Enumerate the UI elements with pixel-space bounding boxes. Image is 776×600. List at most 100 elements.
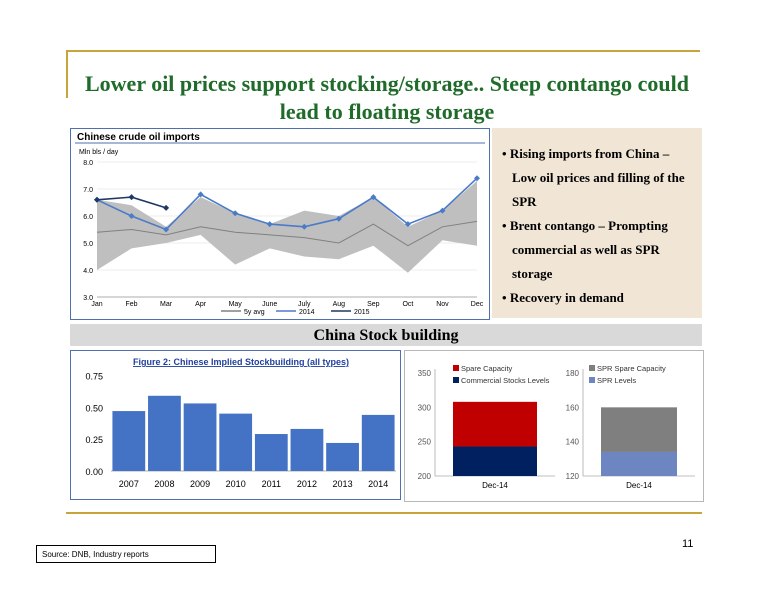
x-tick-label: Sep: [367, 301, 380, 308]
y-tick-label: 250: [418, 438, 432, 447]
section-label: China Stock building: [70, 324, 702, 346]
x-tick-label: Nov: [436, 301, 449, 308]
y-tick-label: 120: [566, 472, 580, 481]
y-tick-label: 160: [566, 403, 580, 412]
legend-label: SPR Levels: [597, 376, 636, 385]
y-tick-label: 0.50: [85, 403, 103, 413]
x-tick-label: 2010: [226, 479, 246, 489]
slide-title: Lower oil prices support stocking/storag…: [85, 71, 689, 124]
y-tick-label: 0.25: [85, 435, 103, 445]
x-tick-label: Mar: [160, 301, 173, 308]
crude-imports-chart: Chinese crude oil imports Mln bls / day …: [70, 128, 490, 320]
y-tick-label: 300: [418, 403, 432, 412]
stockbuilding-svg: Figure 2: Chinese Implied Stockbuilding …: [85, 357, 396, 489]
legend-label: 5y avg: [244, 309, 265, 316]
bar: [254, 434, 288, 471]
stacked-bar-segment: [453, 446, 537, 476]
x-tick-label: Dec-14: [626, 481, 652, 490]
y-tick-label: 0.75: [85, 371, 103, 381]
data-point-2015: [128, 194, 135, 201]
bottom-rule: [66, 512, 702, 514]
y-tick-label: 140: [566, 438, 580, 447]
bullet-item: • Rising imports from China – Low oil pr…: [502, 146, 685, 209]
legend-label: Spare Capacity: [461, 364, 513, 373]
x-tick-label: May: [229, 301, 243, 308]
stacked-bar-segment: [601, 451, 677, 476]
x-tick-label: 2008: [154, 479, 174, 489]
range-band: [97, 180, 477, 273]
legend-label: Commercial Stocks Levels: [461, 376, 550, 385]
legend: 5y avg 2014 2015: [221, 309, 370, 316]
y-tick-label: 3.0: [83, 295, 93, 302]
data-point-2014: [474, 175, 480, 182]
chart-title: Figure 2: Chinese Implied Stockbuilding …: [133, 357, 349, 367]
y-tick-label: 5.0: [83, 241, 93, 248]
data-point-2014: [266, 221, 273, 228]
series-line-5y-avg: [96, 220, 478, 247]
data-point-2014: [404, 221, 411, 228]
y-ticks: 3.0 4.0 5.0 6.0 7.0 8.0: [83, 160, 93, 302]
x-ticks: 2007 2008 2009 2010 2011 2012 2013 2014: [119, 479, 388, 489]
y-tick-label: 6.0: [83, 214, 93, 221]
x-tick-label: 2011: [262, 479, 281, 489]
x-tick-label: Dec: [471, 301, 484, 308]
stockbuilding-chart: Figure 2: Chinese Implied Stockbuilding …: [70, 350, 401, 500]
page-number: 11: [682, 538, 694, 550]
x-tick-label: Aug: [333, 301, 346, 308]
bullet-panel: • Rising imports from China – Low oil pr…: [492, 128, 702, 318]
chart-title: Chinese crude oil imports: [77, 132, 200, 143]
legend-swatch: [589, 377, 595, 383]
legend-swatch: [453, 377, 459, 383]
data-point-2014: [439, 207, 446, 214]
legend-label: SPR Spare Capacity: [597, 364, 666, 373]
legend-label: 2014: [299, 309, 315, 316]
legend-swatch: [589, 365, 595, 371]
y-tick-label: 180: [566, 369, 580, 378]
y-tick-label: 4.0: [83, 268, 93, 275]
bar: [148, 395, 181, 471]
x-tick-label: July: [298, 301, 311, 308]
y-tick-label: 8.0: [83, 160, 93, 167]
bar: [326, 442, 359, 471]
spr-stocks-chart: 120 140 160 180 Dec-14 SPR Spare Capacity SPR …: [566, 364, 695, 490]
bullet-list: • Rising imports from China – Low oil pr…: [492, 128, 702, 310]
data-point-2015: [94, 196, 100, 203]
x-tick-label: 2014: [368, 479, 388, 489]
bar: [219, 413, 253, 471]
storage-capacity-svg: 200 250 300 350 Dec-14 Spare Capacity Commerci…: [418, 364, 695, 490]
y-tick-label: 200: [418, 472, 432, 481]
x-tick-label: Apr: [195, 301, 207, 308]
commercial-stocks-chart: 200 250 300 350 Dec-14 Spare Capacity Commerci…: [418, 364, 555, 490]
x-tick-label: 2012: [297, 479, 317, 489]
x-tick-label: Jan: [91, 301, 102, 308]
x-tick-label: Dec-14: [482, 481, 508, 490]
crude-imports-svg: Chinese crude oil imports Mln bls / day …: [75, 132, 485, 316]
x-tick-label: 2013: [333, 479, 353, 489]
x-ticks: Jan Feb Mar Apr May June July Aug Sep Oct Nov Dec: [91, 301, 483, 308]
series-line-2014: [96, 177, 478, 231]
y-tick-label: 0.00: [85, 467, 103, 477]
top-rule: [66, 50, 700, 52]
bullet-item: • Brent contango – Prompting commercial …: [502, 218, 668, 281]
source-note: Source: DNB, Industry reports: [36, 545, 216, 563]
y-axis-label: Mln bls / day: [79, 149, 119, 156]
x-tick-label: June: [262, 301, 277, 308]
storage-capacity-charts: 200 250 300 350 Dec-14 Spare Capacity Commerci…: [404, 350, 704, 502]
data-point-2014: [232, 210, 239, 217]
data-point-2014: [163, 226, 170, 233]
bar: [183, 403, 217, 471]
x-tick-label: Oct: [402, 301, 413, 308]
x-tick-label: Feb: [126, 301, 138, 308]
left-rule: [66, 50, 68, 98]
data-point-2015: [163, 204, 170, 211]
legend-swatch: [453, 365, 459, 371]
x-tick-label: 2009: [190, 479, 210, 489]
bar: [290, 428, 324, 471]
x-tick-label: 2007: [119, 479, 139, 489]
range-band-area: [97, 180, 477, 273]
data-point-2014: [197, 191, 204, 198]
bars: [112, 395, 395, 471]
y-tick-label: 350: [418, 369, 432, 378]
data-point-2014: [335, 215, 342, 222]
bar: [361, 414, 395, 471]
